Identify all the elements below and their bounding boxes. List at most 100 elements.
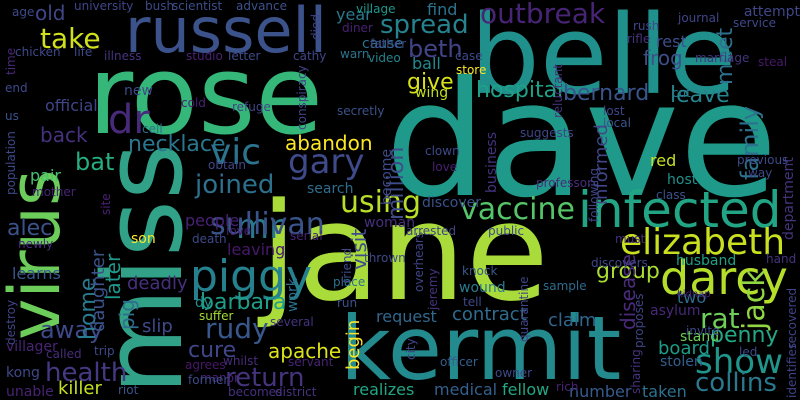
word-dr: dr (108, 97, 150, 143)
word-pig: pig (115, 299, 139, 330)
word-called: called (46, 347, 82, 361)
word-barbara: barbara (200, 290, 287, 315)
word-husband: husband (676, 253, 737, 269)
word-contract: contract (452, 304, 527, 325)
word-apache: apache (268, 339, 342, 363)
word-mr: mr (236, 207, 284, 247)
word-wing: wing (415, 85, 449, 101)
word-clown: clown (425, 144, 460, 158)
word-request: request (376, 307, 437, 326)
word-leave: leave (670, 83, 730, 108)
word-rifle: rifle (627, 32, 651, 46)
word-destroy: destroy (4, 299, 18, 345)
word-infected: infected (578, 181, 782, 239)
word-friend: friend (340, 247, 354, 283)
word-villager: villager (6, 339, 58, 355)
word-stolen: stolen (660, 354, 703, 370)
word-rose: rose (88, 31, 324, 159)
word-vic: vic (210, 132, 262, 173)
word-father: father (370, 37, 407, 51)
word-us: us (5, 109, 19, 123)
word-store: store (456, 63, 487, 77)
word-manor: manor (200, 371, 239, 385)
word-discovers: discovers (591, 256, 648, 270)
word-officer: officer (440, 355, 478, 369)
word-thrown: thrown (364, 251, 406, 265)
word-sharing: sharing (629, 349, 643, 394)
word-unable: unable (6, 384, 54, 400)
word-back: back (40, 123, 88, 147)
word-becomes: becomes (228, 385, 283, 399)
word-woman: woman (364, 215, 416, 231)
word-tell: tell (463, 295, 482, 309)
word-class: class (656, 188, 686, 202)
word-rudy: rudy (205, 312, 269, 345)
word-collins: collins (695, 368, 777, 398)
word-slip: slip (142, 316, 173, 337)
word-frog: frog (643, 46, 683, 70)
word-riot: riot (118, 383, 139, 397)
word-medical: medical (434, 380, 498, 399)
word-asylum: asylum (650, 303, 701, 319)
word-kong: kong (6, 365, 40, 381)
word-public: public (488, 224, 525, 238)
word-begin: begin (343, 319, 364, 370)
word-realizes: realizes (353, 380, 415, 399)
word-refuge: refuge (232, 100, 271, 114)
word-taken: taken (642, 382, 687, 400)
word-rat: rat (700, 302, 740, 335)
word-hand: hand (766, 252, 797, 266)
word-dave: dave (385, 46, 778, 233)
word-using: using (340, 185, 422, 220)
word-quarantine: quarantine (517, 276, 531, 343)
word-run: run (337, 296, 358, 310)
word-jack: jack (737, 269, 772, 330)
word-case: case (455, 49, 483, 63)
word-cell: cell (142, 122, 163, 136)
word-hospital: hospital (476, 78, 564, 103)
word-killer: killer (58, 378, 102, 399)
word-invite: invite (686, 324, 720, 338)
word-attempt: attempt (743, 4, 800, 20)
word-cause: cause (362, 36, 404, 52)
word-fellow: fellow (502, 380, 550, 399)
word-penny: penny (710, 323, 779, 348)
word-population: population (4, 131, 18, 195)
word-must: must (615, 232, 646, 246)
word-cathy: cathy (293, 49, 327, 63)
word-proposes: proposes (632, 293, 646, 348)
word-cure: cure (188, 338, 237, 363)
word-time: time (4, 47, 18, 75)
word-abandon: abandon (285, 131, 373, 155)
word-identifies: identifies (785, 342, 799, 398)
word-district: district (275, 385, 317, 399)
word-suggests: suggests (520, 126, 574, 140)
word-year: year (336, 5, 372, 24)
word-university: university (74, 0, 134, 13)
word-bernard: bernard (563, 81, 650, 106)
word-age: age (12, 5, 35, 19)
word-owner: owner (495, 366, 533, 380)
word-overhears: overhears (412, 231, 426, 292)
word-host: host (667, 172, 698, 188)
word-trip: trip (94, 344, 115, 358)
word-bush: bush (145, 0, 175, 13)
word-rest: rest (656, 32, 687, 51)
word-health: health (45, 358, 128, 388)
word-find: find (427, 0, 458, 19)
word-kidnap: kidnap (677, 289, 711, 300)
word-two: two (677, 288, 707, 307)
word-wound: wound (459, 280, 506, 296)
word-serial: serial (290, 229, 323, 243)
word-illness: illness (104, 49, 142, 63)
word-away: away (40, 316, 104, 344)
word-spread: spread (380, 10, 469, 40)
word-suffer: suffer (199, 309, 234, 323)
word-deadly: deadly (127, 273, 188, 294)
word-end: end (5, 81, 28, 95)
word-cut: cut (672, 86, 691, 100)
word-secretly: secretly (337, 104, 385, 118)
word-recovered: recovered (785, 287, 799, 348)
word-village: village (356, 2, 396, 16)
